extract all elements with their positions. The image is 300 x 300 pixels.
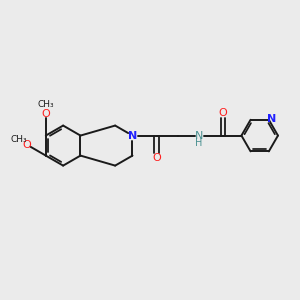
Text: O: O [152,153,161,163]
Text: N: N [128,130,137,141]
Text: O: O [41,109,50,119]
Text: CH₃: CH₃ [38,100,54,109]
Text: CH₃: CH₃ [10,135,27,144]
Text: N: N [267,114,276,124]
Text: N: N [195,131,203,141]
Text: O: O [23,140,32,150]
Text: H: H [195,138,203,148]
Text: O: O [219,109,228,118]
